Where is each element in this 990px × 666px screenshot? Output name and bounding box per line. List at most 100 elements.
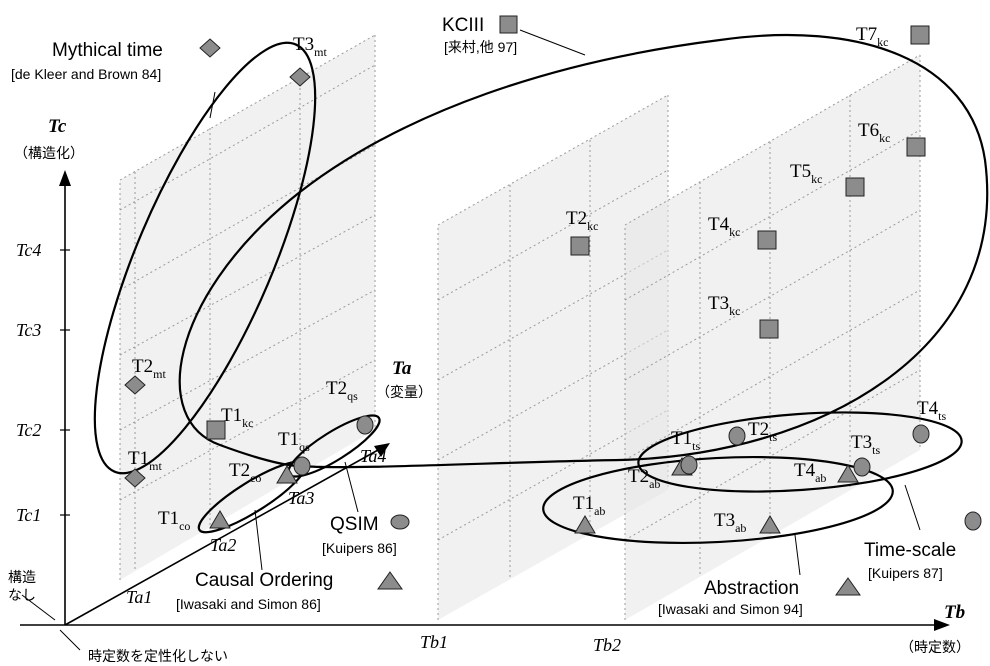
marker-qs-2	[356, 415, 374, 435]
causal-legend-icon	[377, 571, 403, 590]
origin-tc-label-2: なし	[8, 588, 36, 604]
marker-co-1	[209, 510, 231, 529]
legend-causal: Causal Ordering [Iwasaki and Simon 86]	[176, 570, 403, 612]
timescale-ellipse	[637, 411, 963, 493]
marker-ts-3	[853, 457, 871, 477]
tc-axis-arrow	[59, 170, 71, 186]
mythical-legend-icon	[199, 38, 221, 58]
qsim-legend-icon	[390, 514, 410, 530]
label-ts-1: T1ts	[671, 428, 700, 453]
marker-kc-7	[910, 25, 930, 45]
label-ts-2: T2ts	[748, 419, 777, 444]
kciii-legend-icon	[499, 15, 518, 34]
tc-tick-3: Tc3	[16, 320, 41, 340]
group-ellipses	[93, 33, 989, 545]
kciii-ref: [来村,他 97]	[444, 39, 517, 55]
mythical-ellipse	[93, 41, 317, 475]
abstraction-legend-icon	[835, 577, 861, 596]
plane-tb0	[119, 34, 376, 580]
label-ab-1: T1ab	[573, 493, 605, 518]
tb-axis-name: Tb	[944, 602, 965, 623]
kciii-ellipse	[178, 33, 989, 469]
marker-mt-2	[124, 375, 146, 395]
qsim-ref: [Kuipers 86]	[322, 540, 397, 556]
marker-mt-1	[124, 468, 146, 488]
label-ts-4: T4ts	[917, 398, 946, 423]
abstraction-ellipse	[542, 455, 894, 545]
ta-tick-4: Ta4	[360, 446, 386, 466]
causal-ref: [Iwasaki and Simon 86]	[176, 596, 321, 612]
mythical-ref: [de Kleer and Brown 84]	[11, 66, 161, 82]
tb-axis-desc: （時定数）	[900, 640, 970, 656]
label-ab-4: T4ab	[794, 460, 826, 485]
marker-kc-3	[759, 319, 779, 339]
label-kc-6: T6kc	[858, 120, 890, 145]
tb-axis-arrow	[934, 619, 950, 631]
label-kc-5: T5kc	[790, 161, 822, 186]
marker-kc-6	[906, 137, 926, 157]
mythical-title: Mythical time	[52, 40, 163, 61]
tc-axis-desc: （構造化）	[14, 146, 84, 162]
tb-tick-2: Tb2	[593, 635, 621, 655]
tc-tick-4: Tc4	[16, 240, 41, 260]
tc-tick-1: Tc1	[16, 505, 41, 525]
marker-kc-2	[570, 236, 590, 256]
legend-pointers	[209, 29, 921, 576]
label-co-1: T1co	[158, 508, 190, 533]
timescale-ref: [Kuipers 87]	[868, 565, 943, 581]
label-ab-3: T3ab	[714, 510, 746, 535]
tc-axis-name: Tc	[48, 116, 67, 137]
ta-axis-name: Ta	[392, 358, 412, 379]
label-kc-7: T7kc	[856, 24, 888, 49]
marker-ts-4	[912, 424, 930, 444]
label-ts-3: T3ts	[851, 432, 880, 457]
origin-tc-label-1: 構造	[8, 570, 36, 586]
marker-mt-3	[289, 67, 311, 87]
label-ab-2: T2ab	[628, 466, 660, 491]
ta-tick-3: Ta3	[288, 488, 314, 508]
kciii-title: KCIII	[442, 15, 484, 36]
tb-tick-1: Tb1	[420, 632, 448, 652]
ta-tick-1: Ta1	[126, 587, 152, 607]
tc-tick-2: Tc2	[16, 420, 41, 440]
marker-ab-3	[759, 515, 781, 534]
timescale-title: Time-scale	[864, 540, 956, 561]
label-kc-2: T2kc	[566, 208, 598, 233]
label-kc-4: T4kc	[708, 214, 740, 239]
marker-ab-1	[574, 515, 596, 534]
qsim-title: QSIM	[330, 514, 379, 535]
marker-qs-1	[293, 456, 311, 476]
label-qs-2: T2qs	[326, 378, 358, 403]
marker-ts-1	[728, 426, 746, 446]
ta-tick-2: Ta2	[210, 535, 236, 555]
causal-title: Causal Ordering	[195, 570, 333, 591]
abstraction-title: Abstraction	[704, 578, 799, 599]
origin-tb-label: 時定数を定性化しない	[88, 649, 228, 665]
marker-co-2	[276, 465, 298, 484]
plane-tb1	[437, 94, 669, 620]
label-qs-1: T1qs	[278, 429, 310, 454]
ta-axis-desc: （変量）	[376, 384, 432, 401]
legend-timescale: Time-scale [Kuipers 87]	[864, 511, 982, 581]
label-kc-3: T3kc	[708, 293, 740, 318]
label-mt-3: T3mt	[293, 34, 327, 59]
marker-kc-5	[845, 177, 865, 197]
legend-qsim: QSIM [Kuipers 86]	[322, 514, 410, 556]
legend-abstraction: Abstraction [Iwasaki and Simon 94]	[658, 577, 861, 617]
label-kc-1: T1kc	[221, 405, 253, 430]
marker-ts-2	[680, 455, 698, 475]
label-mt-1: T1mt	[128, 448, 162, 473]
legend-mythical: Mythical time [de Kleer and Brown 84]	[11, 38, 221, 82]
abstraction-ref: [Iwasaki and Simon 94]	[658, 601, 803, 617]
label-mt-2: T2mt	[132, 356, 166, 381]
ta-axis-arrow	[374, 443, 390, 457]
axes	[20, 170, 950, 651]
legend-kciii: KCIII [来村,他 97]	[442, 15, 518, 55]
marker-kc-1	[206, 420, 226, 440]
timescale-legend-icon	[964, 511, 982, 531]
label-co-2: T2co	[229, 460, 261, 485]
marker-kc-4	[757, 230, 777, 250]
marker-ab-4	[837, 464, 859, 483]
